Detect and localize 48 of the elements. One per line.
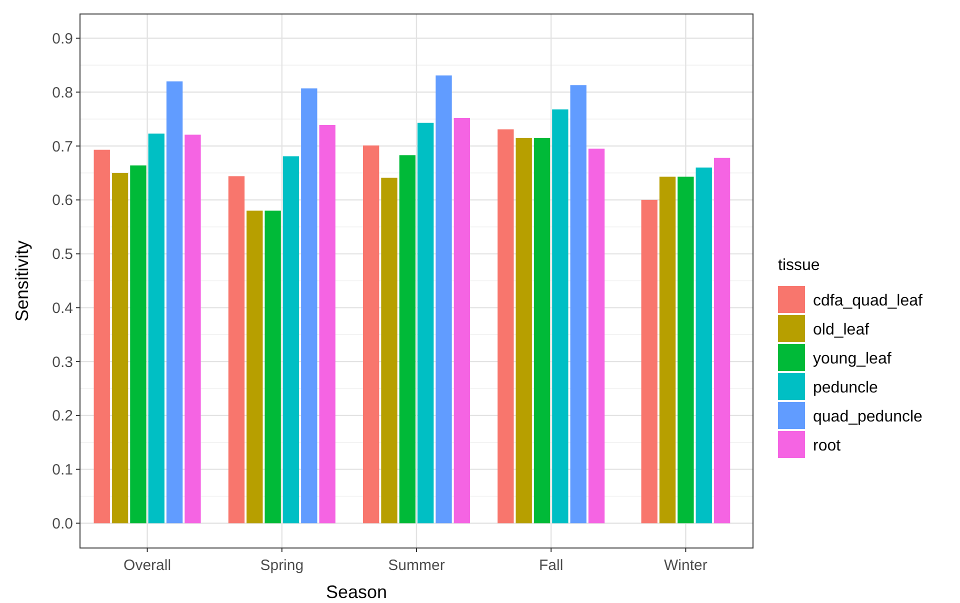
bar	[94, 150, 110, 524]
bar	[228, 176, 245, 524]
legend-label: old_leaf	[813, 322, 870, 339]
x-tick-label: Winter	[664, 557, 708, 574]
bar	[498, 129, 514, 524]
bar	[381, 178, 398, 524]
bar	[282, 156, 300, 524]
bar	[534, 138, 550, 524]
y-axis-title: Sensitivity	[12, 240, 32, 322]
legend-label: quad_peduncle	[813, 408, 923, 426]
x-tick-label: Summer	[388, 557, 445, 574]
bar	[184, 134, 201, 524]
bar	[418, 122, 434, 524]
y-tick-label: 0.8	[52, 84, 73, 102]
bar	[301, 88, 318, 524]
y-tick-label: 0.0	[52, 515, 73, 532]
bar	[264, 210, 281, 524]
y-tick-label: 0.2	[52, 408, 73, 425]
y-tick-label: 0.5	[52, 246, 73, 264]
bar	[436, 75, 452, 524]
bar	[246, 210, 263, 524]
x-tick-label: Fall	[539, 557, 564, 574]
legend-label: cdfa_quad_leaf	[813, 292, 923, 310]
bar	[516, 138, 532, 524]
bar	[166, 81, 183, 524]
bar	[319, 125, 336, 524]
x-tick-label: Spring	[260, 557, 304, 574]
y-tick-label: 0.4	[52, 300, 73, 317]
bar	[148, 134, 164, 524]
y-tick-label: 0.9	[52, 30, 73, 48]
legend-label: young_leaf	[813, 350, 892, 368]
bar	[130, 165, 146, 524]
x-axis-title: Season	[326, 582, 388, 602]
bar	[362, 145, 380, 524]
bar	[399, 155, 416, 524]
legend-label: peduncle	[813, 380, 878, 397]
x-tick-label: Overall	[124, 557, 172, 574]
y-tick-label: 0.3	[52, 354, 73, 371]
y-tick-label: 0.6	[52, 192, 73, 210]
y-tick-label: 0.1	[52, 462, 73, 479]
bar	[112, 172, 128, 524]
bar	[454, 118, 470, 524]
bar	[588, 148, 605, 524]
bar	[552, 109, 568, 524]
y-tick-label: 0.7	[52, 138, 73, 156]
legend-title: tissue	[778, 257, 820, 274]
bar	[570, 85, 586, 524]
legend-label: root	[813, 438, 842, 455]
